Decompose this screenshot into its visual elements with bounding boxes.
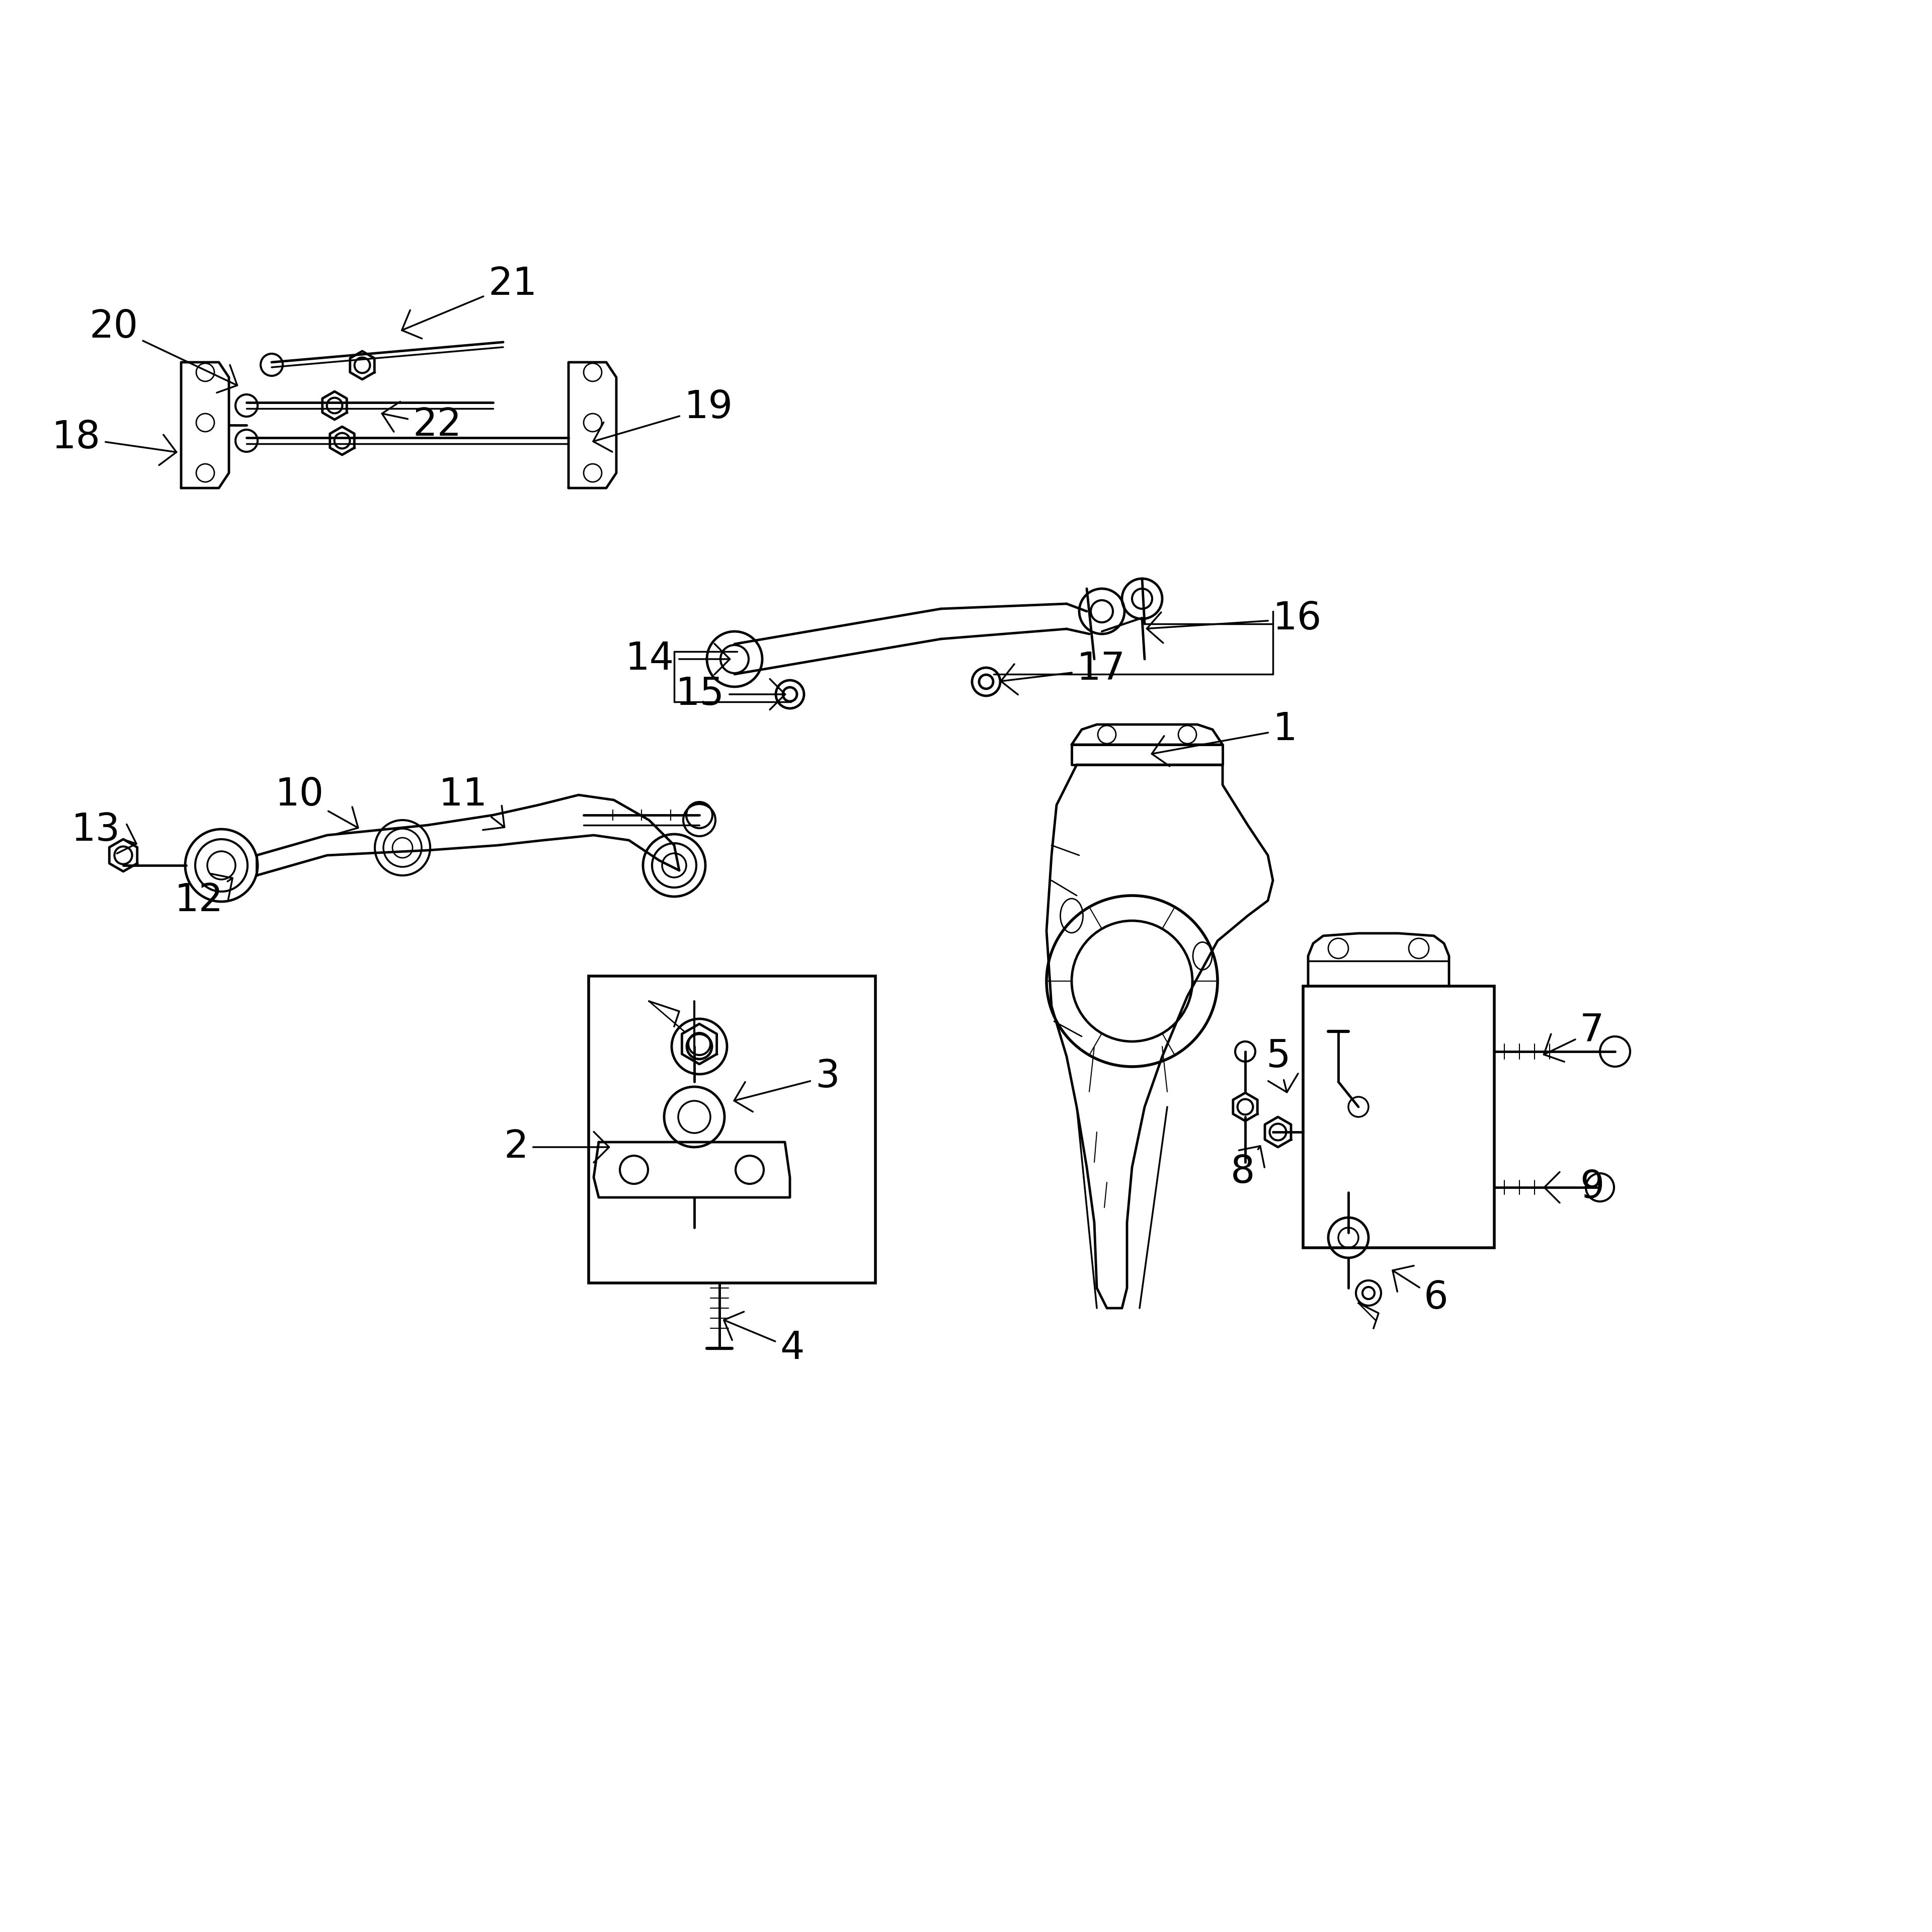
Text: 5: 5 — [1265, 1037, 1298, 1092]
Text: 21: 21 — [402, 267, 537, 338]
Text: 22: 22 — [383, 402, 462, 444]
Text: 6: 6 — [1393, 1265, 1449, 1318]
Text: 19: 19 — [593, 388, 732, 452]
Text: 4: 4 — [725, 1312, 804, 1368]
Text: 8: 8 — [1231, 1146, 1264, 1190]
Text: 15: 15 — [676, 676, 784, 713]
Text: 13: 13 — [71, 811, 137, 854]
Text: 17: 17 — [1001, 651, 1126, 696]
Text: 7: 7 — [1544, 1012, 1604, 1063]
Text: 18: 18 — [52, 419, 176, 466]
Text: 16: 16 — [1148, 601, 1321, 643]
Text: 10: 10 — [274, 777, 357, 835]
Text: 12: 12 — [174, 873, 232, 920]
Text: 9: 9 — [1544, 1169, 1604, 1206]
Bar — [1302, 985, 1493, 1248]
Text: 20: 20 — [89, 309, 238, 392]
Bar — [589, 976, 875, 1283]
Text: 11: 11 — [439, 777, 504, 831]
Text: 2: 2 — [504, 1128, 609, 1165]
Text: 14: 14 — [626, 641, 730, 678]
Text: 1: 1 — [1151, 711, 1298, 767]
Text: 3: 3 — [734, 1059, 840, 1111]
